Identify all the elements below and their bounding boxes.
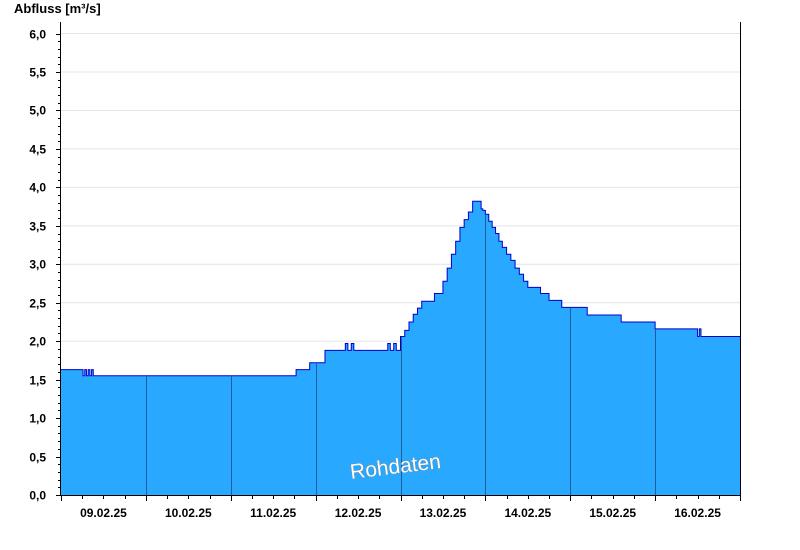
y-tick-label: 6,0 [29, 28, 46, 42]
y-tick-label: 5,5 [29, 66, 46, 80]
x-tick-label: 11.02.25 [250, 506, 296, 520]
y-tick-label: 0,5 [29, 451, 46, 465]
y-axis-label: Abfluss [m³/s] [14, 1, 101, 16]
y-tick-label: 4,0 [29, 181, 46, 195]
y-tick-label: 1,0 [29, 412, 46, 426]
x-tick-label: 12.02.25 [335, 506, 382, 520]
x-tick-label: 10.02.25 [165, 506, 212, 520]
y-tick-label: 1,5 [29, 374, 46, 388]
axes [60, 22, 741, 496]
x-axis-ticks: 09.02.25 10.02.25 11.02.25 12.02.25 13.02.25… [61, 496, 741, 520]
y-tick-label: 2,5 [29, 297, 46, 311]
x-tick-label: 09.02.25 [80, 506, 127, 520]
y-tick-label: 2,0 [29, 335, 46, 349]
y-tick-label: 5,0 [29, 104, 46, 118]
x-tick-label: 14.02.25 [504, 506, 551, 520]
x-tick-label: 13.02.25 [420, 506, 467, 520]
discharge-line [61, 200, 740, 377]
y-tick-label: 3,5 [29, 220, 46, 234]
day-divider-lines [146, 214, 656, 495]
y-tick-label: 4,5 [29, 143, 46, 157]
x-tick-label: 16.02.25 [674, 506, 721, 520]
y-axis-ticks: 0,0 0,5 1,0 1,5 2,0 2,5 3,0 3,5 4,0 4,5 5,0 5,5 6,0 [29, 28, 60, 503]
x-tick-label: 15.02.25 [589, 506, 636, 520]
y-tick-label: 3,0 [29, 258, 46, 272]
y-tick-label: 0,0 [29, 489, 46, 503]
discharge-series [61, 200, 740, 495]
